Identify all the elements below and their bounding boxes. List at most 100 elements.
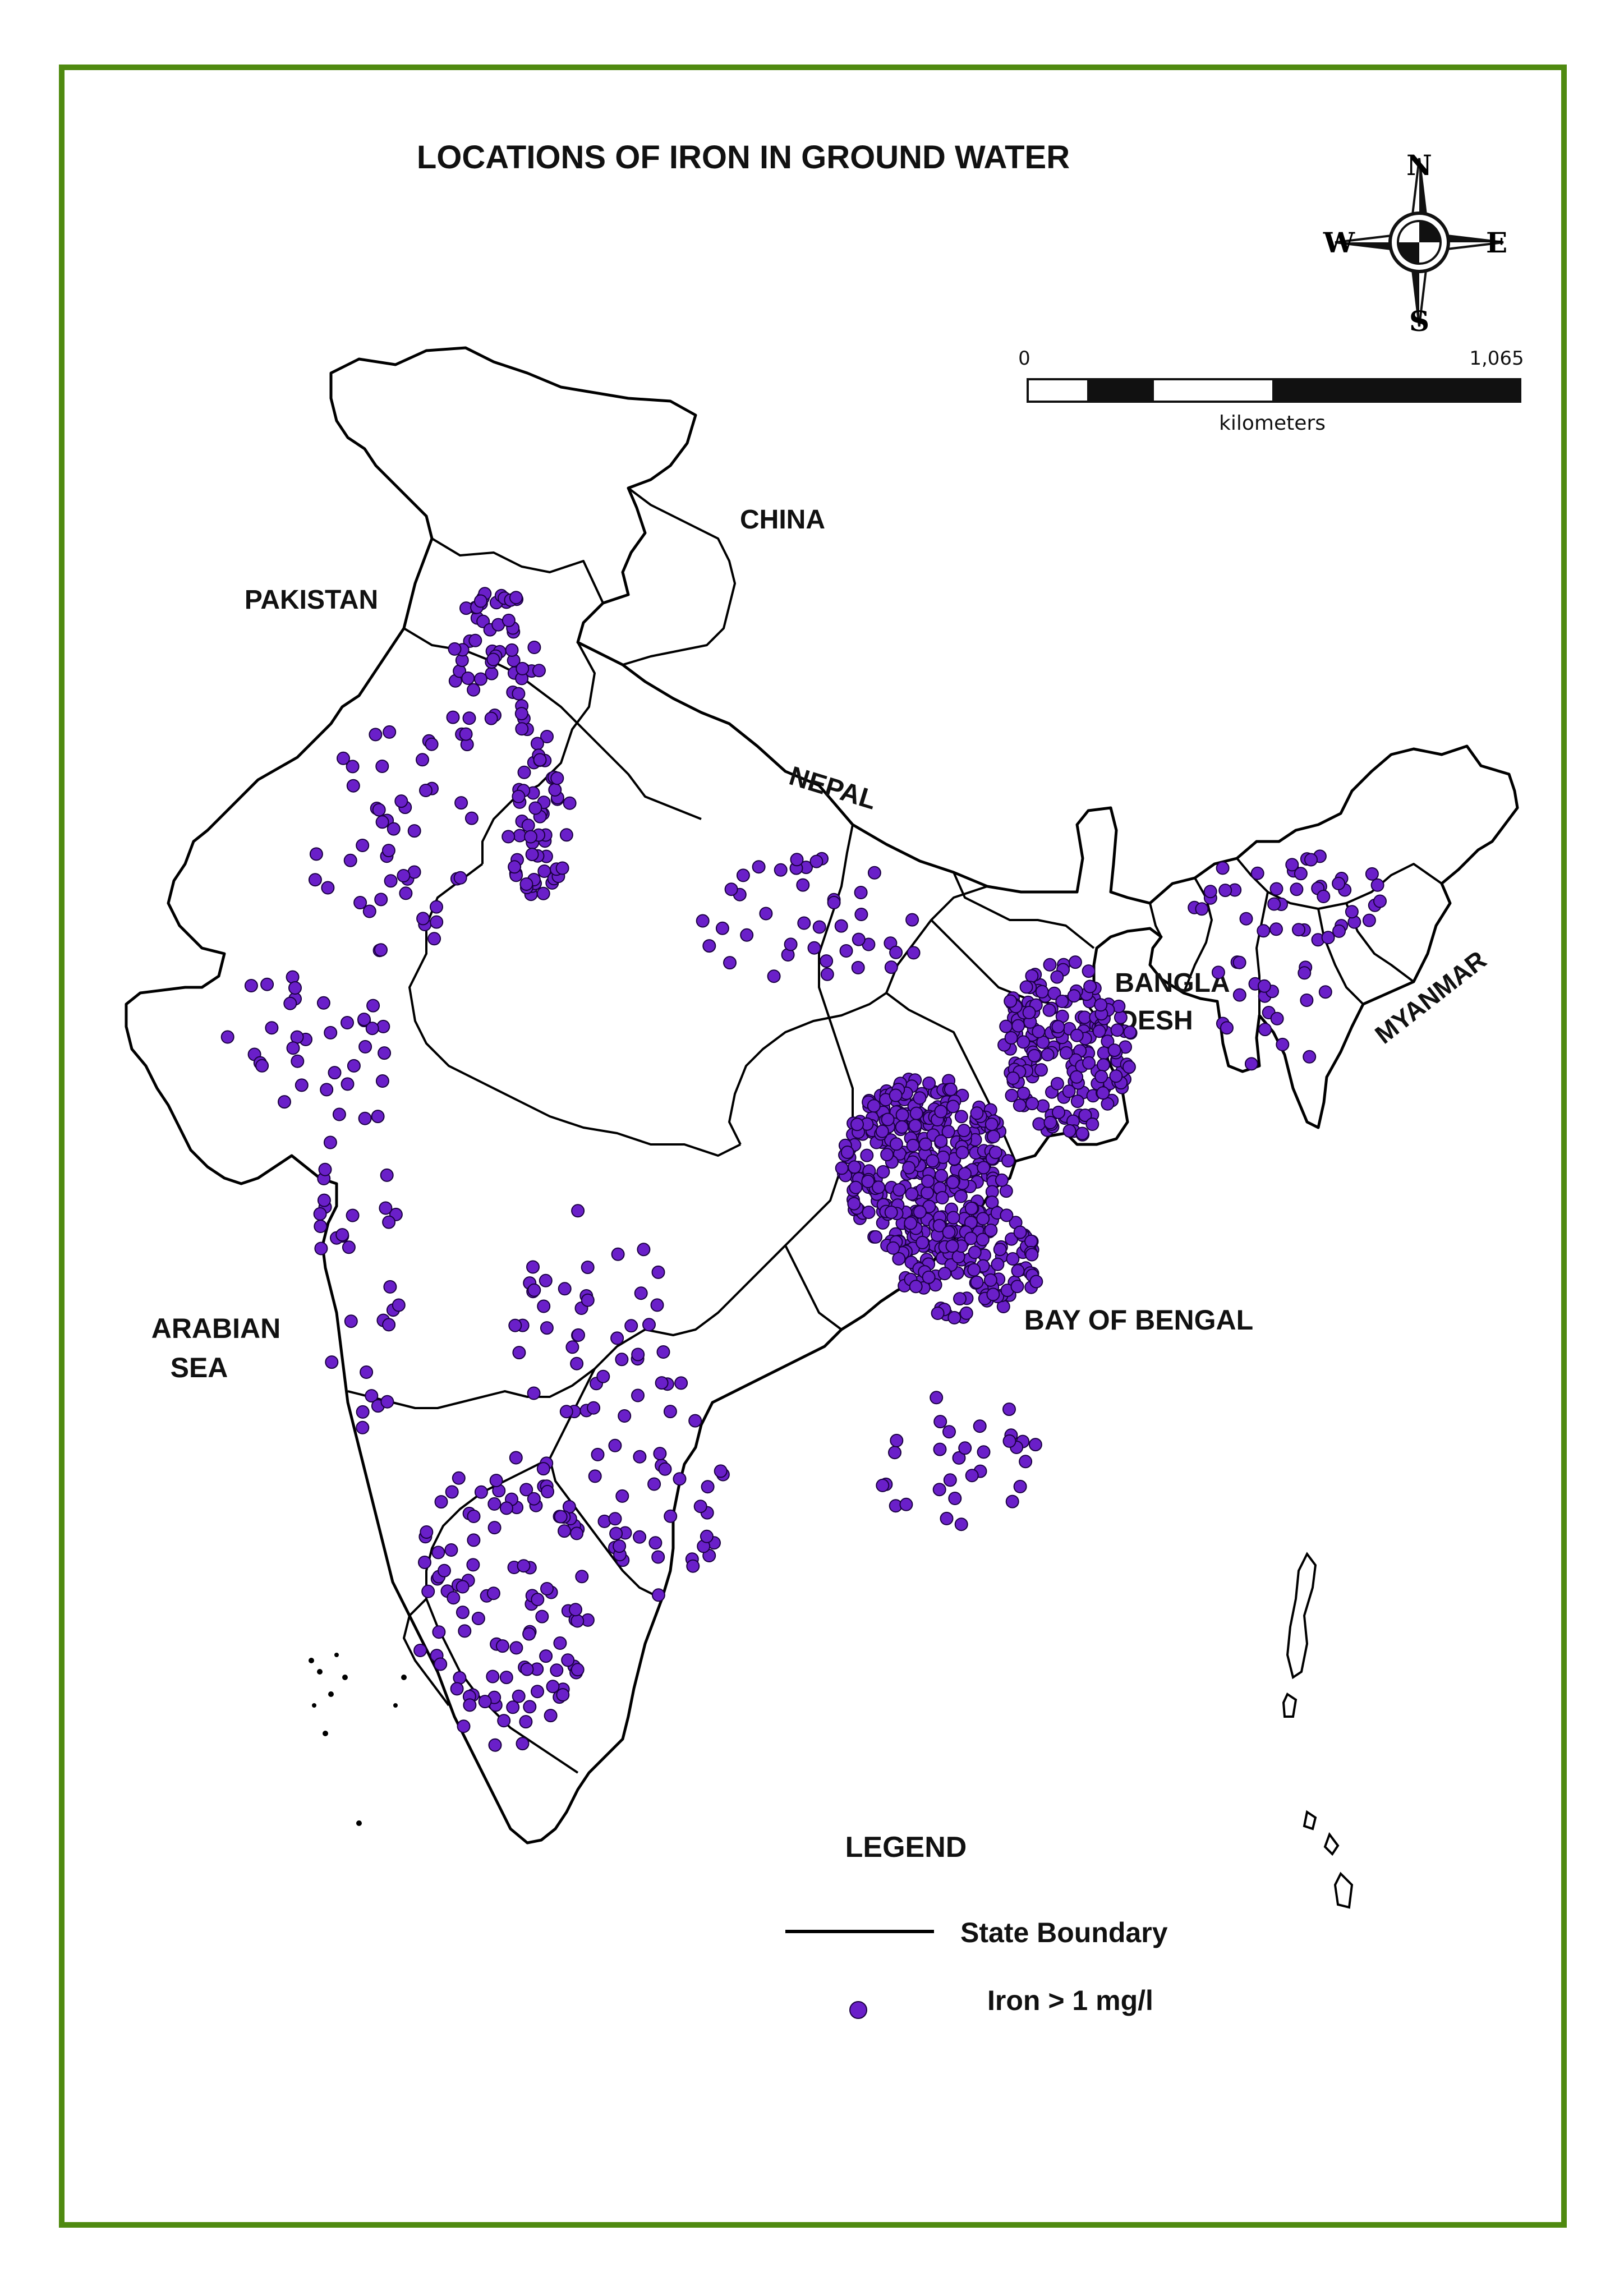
iron-point (908, 1119, 922, 1133)
iron-point (431, 1546, 445, 1560)
iron-point (446, 710, 460, 724)
iron-point (850, 1117, 864, 1132)
iron-point (587, 1401, 601, 1415)
iron-point (1024, 1234, 1038, 1248)
iron-point (1051, 1020, 1065, 1034)
iron-point (1006, 1252, 1020, 1266)
iron-point (525, 848, 539, 862)
iron-point (286, 970, 300, 984)
iron-point (1082, 964, 1096, 978)
iron-point (867, 1099, 881, 1113)
iron-point (430, 900, 443, 914)
iron-point (353, 896, 367, 909)
iron-point (1332, 876, 1346, 890)
iron-point (550, 1663, 564, 1677)
iron-point (1068, 955, 1082, 969)
iron-point (1269, 882, 1283, 896)
iron-point (495, 1639, 509, 1653)
iron-point (862, 1206, 876, 1219)
iron-point (1043, 1116, 1057, 1129)
iron-point (1019, 980, 1033, 994)
iron-point (1062, 1124, 1076, 1138)
iron-point (499, 1671, 513, 1685)
iron-point (615, 1353, 629, 1367)
iron-point (1285, 858, 1299, 872)
iron-point (488, 1738, 502, 1752)
iron-point (325, 1355, 339, 1369)
iron-point (559, 828, 573, 842)
iron-point (365, 1389, 379, 1403)
iron-point (835, 1161, 849, 1175)
iron-point (784, 937, 798, 951)
iron-point (407, 824, 421, 838)
iron-point (634, 1286, 648, 1300)
iron-point (558, 1524, 571, 1538)
iron-point (1085, 1117, 1099, 1131)
iron-point (569, 1603, 582, 1617)
iron-point (318, 1162, 332, 1176)
iron-point (935, 1191, 949, 1204)
iron-point (1019, 1455, 1033, 1469)
iron-point (314, 1241, 328, 1255)
iron-point (1013, 1098, 1027, 1112)
iron-point (478, 1695, 492, 1709)
iron-point (509, 1641, 523, 1655)
iron-point (954, 1517, 968, 1531)
iron-point (473, 594, 487, 608)
iron-point (1050, 1077, 1064, 1091)
iron-point (926, 1154, 940, 1168)
iron-point (1070, 1094, 1084, 1109)
iron-point (945, 1239, 959, 1253)
iron-point (851, 960, 865, 974)
iron-point (375, 815, 389, 829)
iron-point (366, 999, 380, 1013)
iron-point (382, 1215, 396, 1229)
iron-point (847, 1197, 861, 1211)
iron-point (653, 1447, 667, 1461)
iron-point (889, 1088, 903, 1102)
iron-point (1042, 1003, 1056, 1017)
iron-point (516, 661, 530, 675)
iron-point (664, 1509, 678, 1523)
iron-point (1094, 998, 1108, 1012)
iron-point (447, 1591, 461, 1605)
iron-point (485, 666, 499, 680)
iron-point (759, 907, 773, 921)
legend-boundary-label: State Boundary (960, 1917, 1168, 1948)
iron-point (546, 1680, 560, 1694)
iron-point (724, 882, 738, 896)
iron-point (959, 1306, 973, 1320)
iron-point (970, 1106, 984, 1120)
iron-point (365, 1022, 379, 1036)
iron-point (1216, 861, 1230, 875)
iron-point (1203, 885, 1217, 899)
iron-point (260, 977, 274, 991)
iron-point (374, 893, 388, 907)
iron-point (890, 1433, 904, 1447)
iron-point (341, 1016, 354, 1029)
iron-point (517, 1559, 531, 1573)
iron-point (958, 1441, 972, 1455)
iron-point (875, 1124, 889, 1138)
iron-point (1047, 986, 1061, 1000)
iron-point (532, 664, 546, 678)
iron-point (1004, 994, 1018, 1008)
iron-point (921, 1186, 934, 1200)
iron-point (947, 1310, 961, 1324)
iron-point (1028, 1438, 1042, 1452)
iron-point (536, 886, 550, 900)
iron-point (1055, 995, 1069, 1008)
iron-point (506, 1700, 520, 1714)
iron-point (521, 818, 535, 833)
iron-point (957, 1124, 971, 1138)
iron-point (702, 939, 716, 953)
iron-point (556, 1688, 570, 1702)
iron-point (906, 1138, 920, 1152)
iron-point (752, 860, 766, 874)
iron-point (565, 1340, 579, 1354)
iron-point (462, 711, 476, 725)
iron-point (1005, 1494, 1019, 1508)
iron-point (1050, 970, 1064, 984)
iron-point (976, 1232, 990, 1247)
iron-point (905, 1187, 919, 1201)
